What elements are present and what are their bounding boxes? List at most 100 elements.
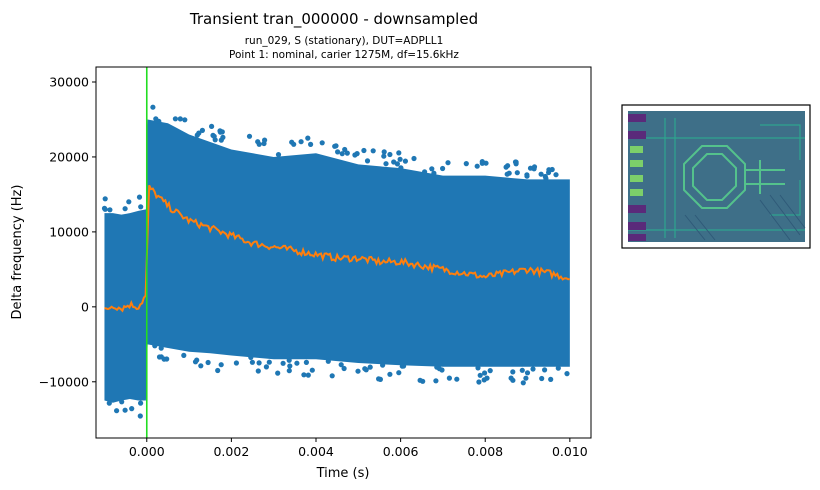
scatter-point bbox=[383, 161, 389, 167]
scatter-point bbox=[539, 375, 545, 382]
scatter-point bbox=[527, 165, 534, 171]
scatter-point bbox=[342, 146, 348, 153]
x-axis-label: Time (s) bbox=[316, 466, 370, 481]
scatter-point bbox=[275, 370, 281, 376]
scatter-point bbox=[119, 399, 125, 405]
scatter-point bbox=[102, 206, 108, 212]
scatter-point bbox=[429, 166, 435, 172]
scatter-point bbox=[387, 151, 393, 158]
scatter-point bbox=[510, 369, 516, 375]
scatter-point bbox=[266, 359, 272, 365]
scatter-point bbox=[514, 170, 520, 176]
die-photo-inset bbox=[621, 104, 811, 249]
scatter-point bbox=[524, 370, 531, 376]
scatter-point bbox=[396, 150, 402, 156]
scatter-point bbox=[263, 364, 269, 370]
scatter-point bbox=[482, 370, 488, 376]
scatter-point bbox=[218, 362, 224, 368]
scatter-point bbox=[138, 204, 144, 210]
scatter-point bbox=[305, 372, 311, 378]
scatter-point bbox=[431, 170, 437, 176]
scatter-point bbox=[531, 164, 538, 170]
scatter-point bbox=[523, 375, 529, 381]
scatter-point bbox=[158, 345, 164, 351]
scatter-point bbox=[445, 160, 451, 166]
scatter-point bbox=[305, 135, 311, 141]
scatter-point bbox=[138, 400, 144, 406]
axes: 0.000 0.002 0.004 0.006 0.008 0.010 −10000 0 100… bbox=[39, 66, 592, 459]
scatter-point bbox=[286, 368, 292, 374]
scatter-point bbox=[548, 376, 554, 382]
scatter-point bbox=[387, 371, 393, 377]
scatter-point bbox=[553, 172, 559, 178]
scatter-point bbox=[363, 367, 369, 373]
scatter-point bbox=[286, 357, 292, 363]
scatter-point bbox=[538, 171, 544, 177]
scatter-point bbox=[255, 368, 261, 374]
scatter-point bbox=[150, 104, 156, 110]
scatter-point bbox=[361, 147, 367, 154]
scatter-point bbox=[220, 134, 226, 140]
scatter-point bbox=[543, 175, 549, 182]
scatter-point bbox=[520, 380, 526, 386]
scatter-point bbox=[215, 367, 221, 374]
scatter-point bbox=[182, 117, 188, 123]
x-tick-label: 0.002 bbox=[213, 444, 249, 459]
scatter-point bbox=[380, 362, 386, 368]
scatter-point bbox=[376, 376, 382, 382]
scatter-point bbox=[542, 367, 548, 373]
scatter-point bbox=[172, 116, 178, 122]
scatter-point bbox=[454, 376, 460, 382]
scatter-point bbox=[136, 194, 143, 200]
scatter-point bbox=[524, 173, 530, 179]
scatter-point bbox=[319, 140, 325, 146]
scatter-point bbox=[364, 158, 371, 164]
x-tick-label: 0.004 bbox=[298, 444, 334, 459]
scatter-point bbox=[298, 139, 304, 145]
scatter-point bbox=[106, 400, 112, 406]
scatter-point bbox=[256, 360, 262, 366]
scatter-point bbox=[303, 359, 309, 365]
chart-subtitle-line2: Point 1: nominal, carier 1275M, df=15.6k… bbox=[229, 49, 459, 61]
scatter-point bbox=[261, 140, 267, 147]
scatter-point bbox=[129, 406, 135, 412]
scatter-point bbox=[156, 354, 163, 360]
scatter-point bbox=[196, 130, 202, 136]
scatter-point bbox=[107, 207, 113, 213]
scatter-point bbox=[233, 360, 239, 366]
scatter-point bbox=[122, 206, 128, 212]
y-tick-label: 30000 bbox=[49, 74, 89, 89]
scatter-point bbox=[508, 375, 514, 381]
scatter-point bbox=[335, 149, 341, 155]
scatter-point bbox=[181, 352, 187, 358]
y-tick-label: 0 bbox=[81, 299, 89, 314]
scatter-point bbox=[329, 373, 335, 379]
scatter-point bbox=[332, 143, 338, 149]
y-axis-label: Delta frequency (Hz) bbox=[10, 185, 25, 320]
scatter-point bbox=[402, 158, 408, 164]
scatter-point bbox=[433, 378, 439, 384]
scatter-point bbox=[396, 370, 402, 376]
scatter-point bbox=[156, 118, 162, 124]
scatter-point bbox=[504, 171, 510, 177]
scatter-point bbox=[294, 360, 300, 366]
x-tick-label: 0.010 bbox=[552, 444, 588, 459]
scatter-point bbox=[422, 169, 428, 175]
scatter-point bbox=[397, 156, 403, 162]
scatter-point bbox=[177, 116, 183, 122]
scatter-point bbox=[309, 367, 315, 373]
scatter-point bbox=[476, 379, 482, 385]
scatter-point bbox=[398, 165, 404, 171]
chart-subtitle-line1: run_029, S (stationary), DUT=ADPLL1 bbox=[245, 35, 444, 47]
scatter-point bbox=[152, 343, 158, 349]
plot-frame bbox=[95, 66, 592, 439]
scatter-point bbox=[219, 129, 225, 135]
scatter-point bbox=[338, 362, 344, 368]
scatter-point bbox=[199, 127, 205, 133]
scatter-point bbox=[211, 133, 217, 139]
scatter-point bbox=[256, 141, 262, 147]
plot-area bbox=[101, 67, 570, 438]
scatter-point bbox=[381, 149, 387, 155]
scatter-point bbox=[126, 199, 132, 205]
